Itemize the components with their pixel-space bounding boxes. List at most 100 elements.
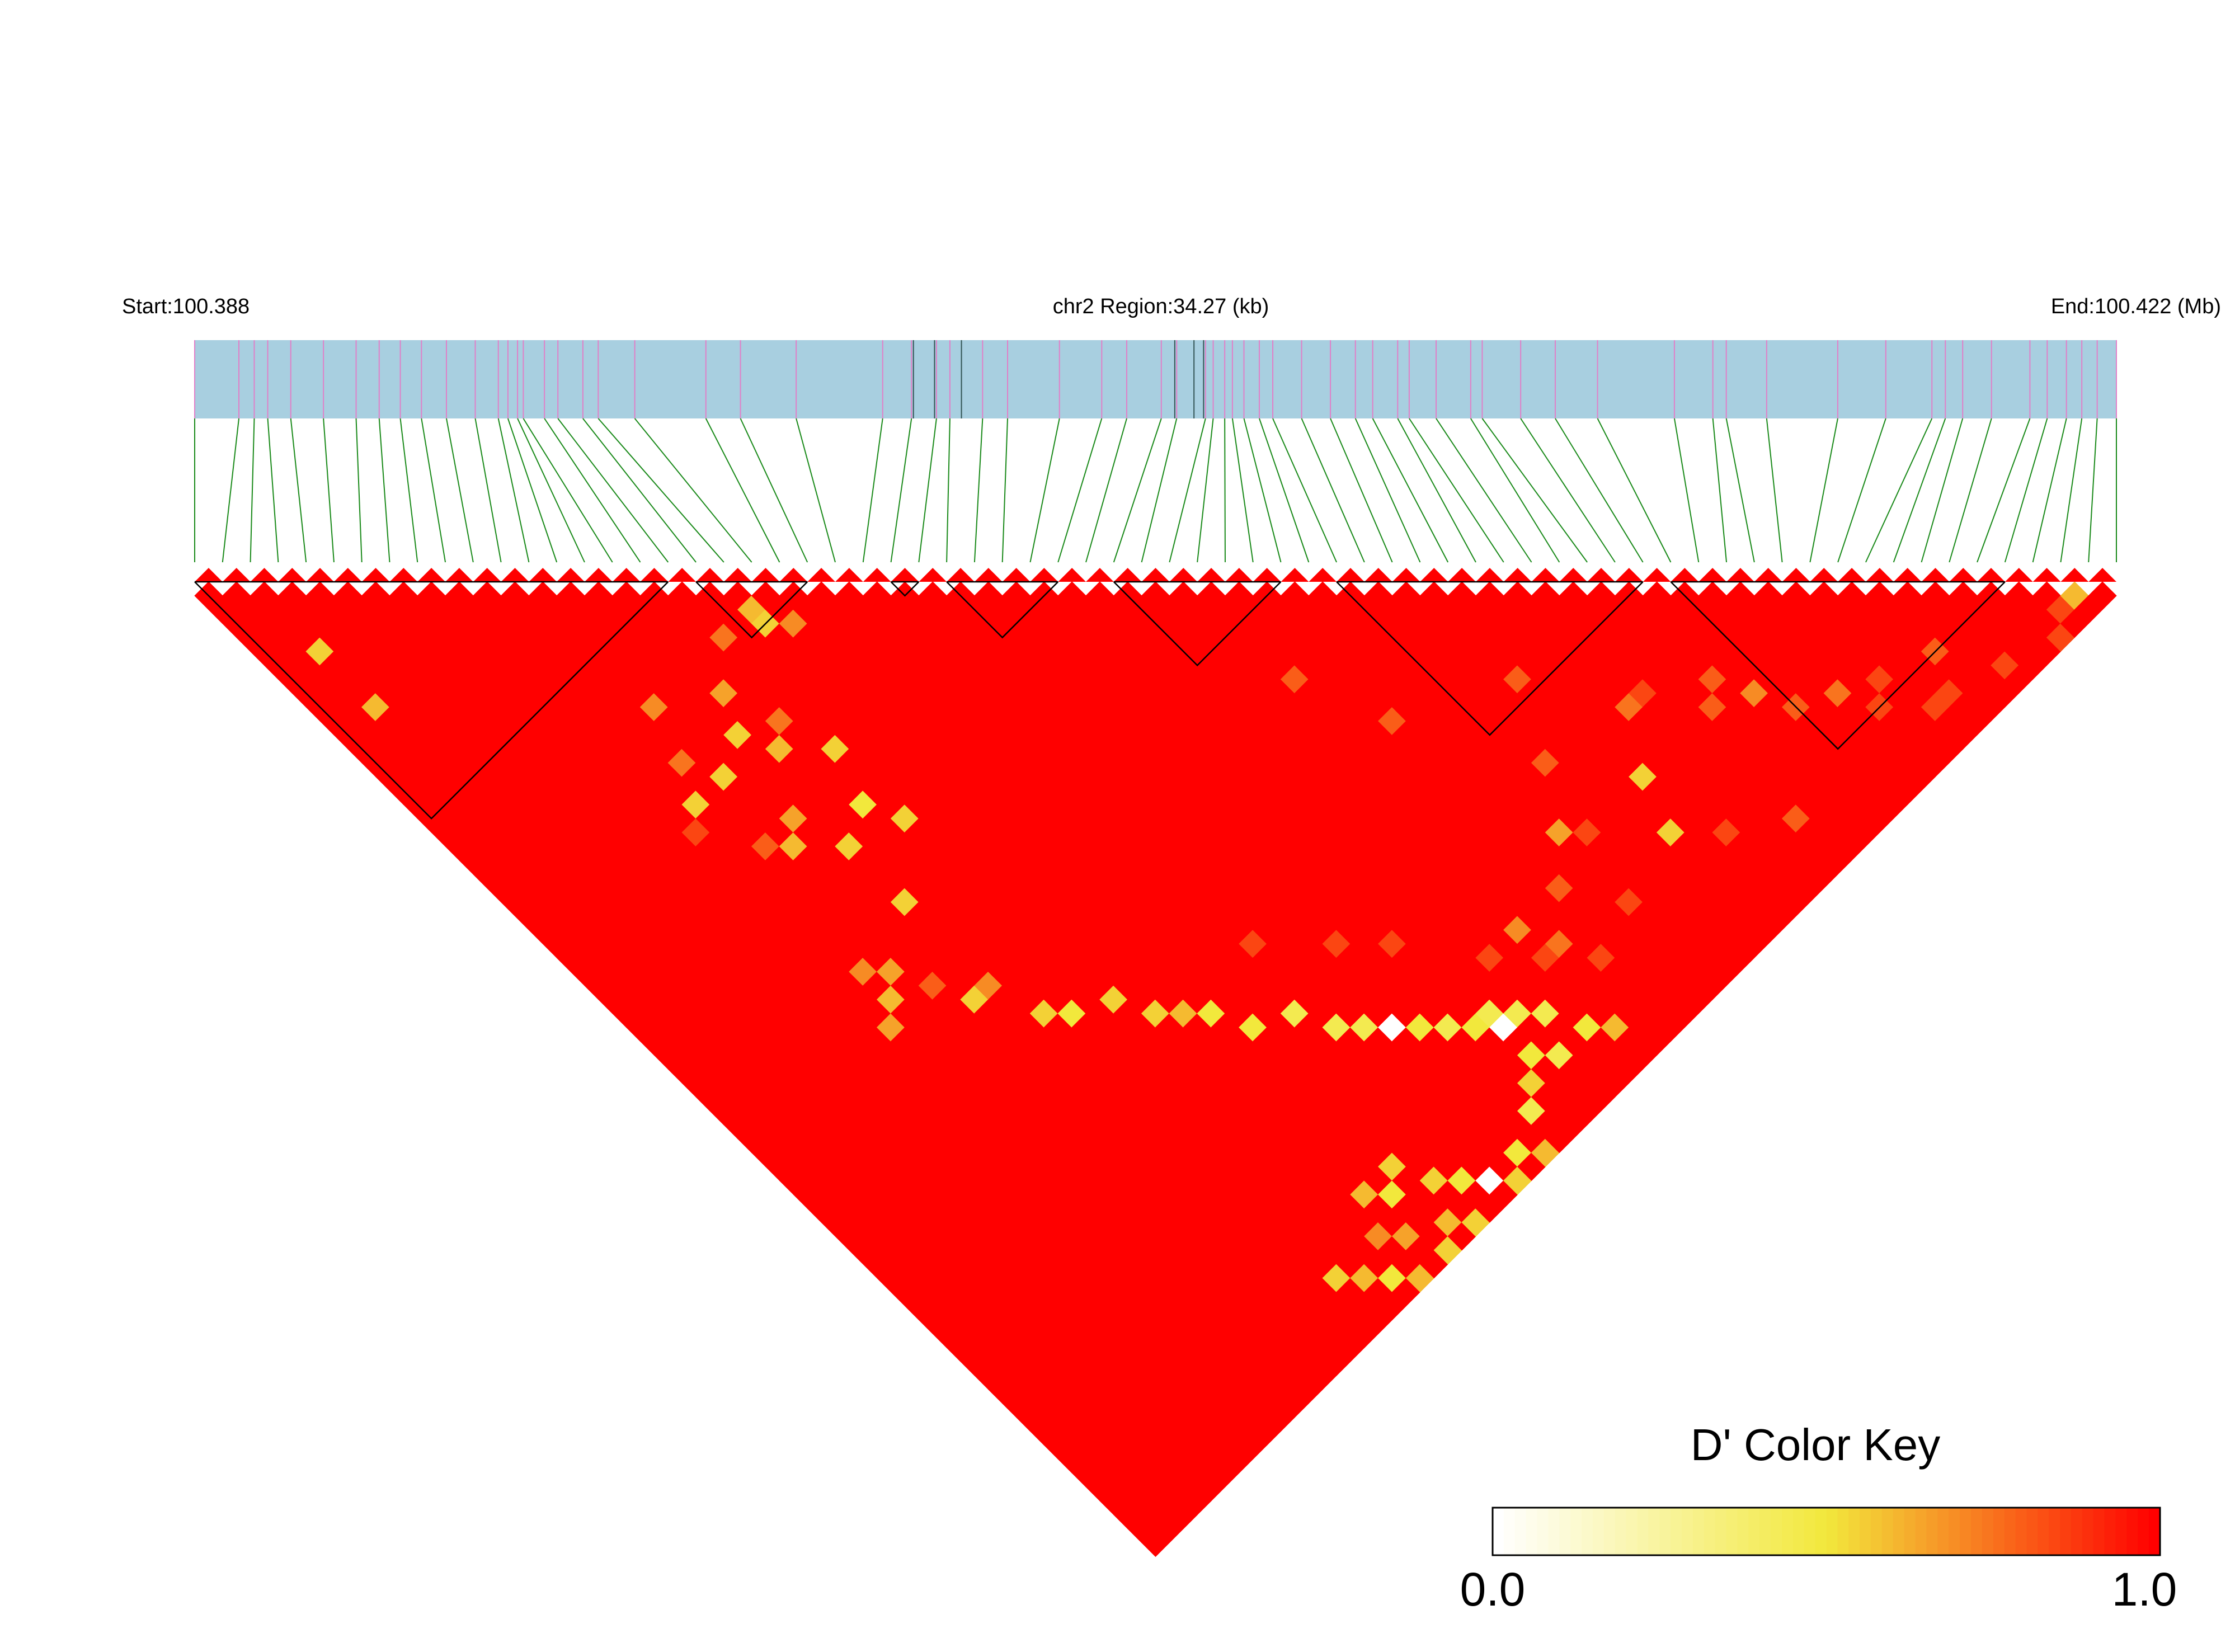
- color-key-swatch: [1514, 1508, 1527, 1555]
- color-key-swatch: [1937, 1508, 1950, 1555]
- snp-connector: [597, 418, 724, 563]
- ld-cells: [194, 568, 2117, 1557]
- snp-connector: [2088, 418, 2098, 563]
- snp-marker: [1643, 568, 1671, 582]
- snp-marker: [1838, 568, 1866, 582]
- ld-cell: [2088, 581, 2117, 610]
- region-label: chr2 Region:34.27 (kb): [1053, 295, 1269, 318]
- snp-marker: [1754, 568, 1782, 582]
- haplotype-block-outline: [1670, 581, 2006, 750]
- snp-connector: [1893, 418, 1946, 563]
- snp-marker: [1698, 568, 1727, 582]
- snp-connector: [1330, 418, 1393, 563]
- snp-connector: [1354, 418, 1421, 563]
- snp-connector: [1057, 418, 1103, 563]
- snp-connector: [918, 418, 937, 563]
- snp-marker: [1531, 568, 1560, 582]
- snp-connector: [399, 418, 418, 563]
- snp-connector: [1555, 418, 1644, 563]
- snp-connector: [1397, 418, 1476, 563]
- snp-marker: [779, 568, 808, 582]
- color-key-swatch: [1603, 1508, 1616, 1555]
- color-key-swatch: [1804, 1508, 1816, 1555]
- snp-marker: [584, 568, 613, 582]
- color-key-gradient: [1491, 1507, 2161, 1556]
- color-key-swatch: [1993, 1508, 2005, 1555]
- snp-connector: [446, 418, 474, 563]
- color-key-swatch: [2093, 1508, 2105, 1555]
- color-key-swatch: [1982, 1508, 1994, 1555]
- snp-marker: [1141, 568, 1170, 582]
- snp-marker: [333, 568, 362, 582]
- color-key-swatch: [1682, 1508, 1693, 1555]
- color-key-swatch: [1771, 1508, 1782, 1555]
- haplotype-blocks: [194, 581, 2006, 820]
- color-key-swatch: [1781, 1508, 1794, 1555]
- color-key-swatch: [1860, 1508, 1872, 1555]
- color-key-swatch: [1871, 1508, 1883, 1555]
- snp-connector: [1141, 418, 1178, 563]
- start-label: Start:100.388: [122, 295, 250, 318]
- snp-connector: [474, 418, 502, 563]
- snp-marker: [1615, 568, 1643, 582]
- snp-connector: [222, 418, 239, 563]
- snp-connector: [1436, 418, 1532, 563]
- color-key-swatch: [1692, 1508, 1705, 1555]
- snp-marker: [557, 568, 585, 582]
- haplotype-block-outline: [1113, 581, 1282, 667]
- snp-connector: [1001, 418, 1009, 563]
- haplotype-block-outline: [890, 581, 920, 597]
- color-key-frame: [1491, 1507, 2161, 1556]
- color-key-swatch: [1759, 1508, 1772, 1555]
- snp-marker: [612, 568, 641, 582]
- haplotype-block-outline: [1336, 581, 1644, 736]
- snp-marker: [1169, 568, 1198, 582]
- snp-marker: [1893, 568, 1922, 582]
- snp-marker: [1476, 568, 1504, 582]
- color-key-swatch: [1648, 1508, 1660, 1555]
- snp-connector: [1481, 418, 1588, 563]
- haplotype-block-outline: [194, 581, 669, 820]
- color-key-swatch: [1503, 1508, 1516, 1555]
- gene-track: [194, 340, 2117, 418]
- snp-marker: [1559, 568, 1588, 582]
- snp-connector: [1470, 418, 1560, 563]
- snp-connector: [1520, 418, 1616, 563]
- snp-marker: [1587, 568, 1615, 582]
- snp-marker: [1865, 568, 1894, 582]
- snp-marker: [863, 568, 891, 582]
- snp-marker: [1197, 568, 1225, 582]
- color-key-title: D' Color Key: [1691, 1420, 1941, 1470]
- snp-marker: [306, 568, 334, 582]
- snp-marker: [751, 568, 780, 582]
- snp-marker: [473, 568, 501, 582]
- snp-marker: [1810, 568, 1838, 582]
- snp-connector: [1231, 418, 1254, 563]
- snp-marker: [2032, 568, 2061, 582]
- snp-marker: [1030, 568, 1058, 582]
- snp-marker: [2088, 568, 2116, 582]
- color-key-swatch: [1904, 1508, 1916, 1555]
- color-key-swatch: [1949, 1508, 1961, 1555]
- snp-connector: [1243, 418, 1282, 563]
- snp-connector: [1712, 418, 1728, 563]
- color-key-swatch: [1548, 1508, 1560, 1555]
- snp-marker: [1448, 568, 1476, 582]
- snp-connector: [378, 418, 390, 563]
- snp-connector: [523, 418, 613, 563]
- snp-marker: [1113, 568, 1142, 582]
- snp-connector: [1029, 418, 1060, 563]
- snp-connector: [890, 418, 912, 563]
- snp-marker: [974, 568, 1003, 582]
- snp-connector: [507, 418, 558, 563]
- color-key-swatch: [1815, 1508, 1827, 1555]
- color-key-swatch: [2115, 1508, 2128, 1555]
- snp-marker: [278, 568, 307, 582]
- color-key-swatch: [1881, 1508, 1894, 1555]
- snp-connector: [2060, 418, 2083, 563]
- snp-marker: [445, 568, 473, 582]
- snp-connector: [1113, 418, 1162, 563]
- color-key-swatch: [2126, 1508, 2139, 1555]
- snp-connector: [1673, 418, 1700, 563]
- snp-marker: [1503, 568, 1532, 582]
